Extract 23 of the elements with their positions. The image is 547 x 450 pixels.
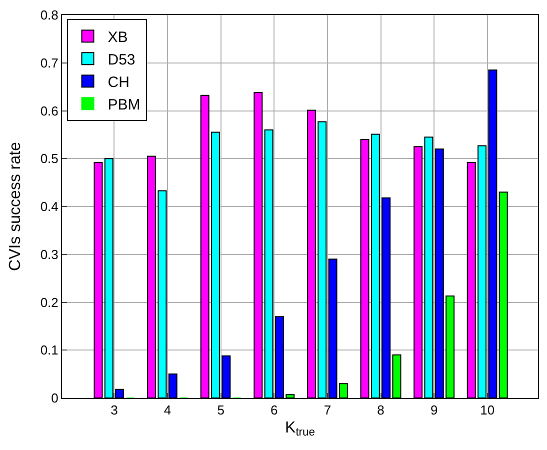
legend-label: XB xyxy=(108,28,128,46)
x-tick-label: 4 xyxy=(164,402,172,418)
y-tick-label: 0.4 xyxy=(40,199,58,214)
y-axis-title: CVIs success rate xyxy=(7,142,24,271)
y-tick-label: 0.8 xyxy=(40,8,58,23)
y-tick-label: 0.3 xyxy=(40,246,58,262)
legend-label: PBM xyxy=(108,96,140,114)
y-tick-label: 0.1 xyxy=(40,342,58,358)
legend-label: CH xyxy=(108,74,130,91)
x-tick-label: 7 xyxy=(324,402,332,418)
x-tick-label: 9 xyxy=(430,402,438,418)
legend-label: D53 xyxy=(108,51,136,68)
y-tick-label: 0.6 xyxy=(40,103,58,118)
x-tick-label: 10 xyxy=(480,402,495,418)
y-tick-label: 0.5 xyxy=(40,151,58,166)
x-tick-label: 8 xyxy=(377,402,384,418)
x-tick-label: 3 xyxy=(110,402,118,418)
x-tick-label: 6 xyxy=(270,402,278,418)
y-tick-label: 0.7 xyxy=(40,55,58,70)
x-axis-title: K$_{true}$ xyxy=(285,419,315,439)
y-tick-label: 0 xyxy=(51,390,58,406)
y-tick-label: 0.2 xyxy=(40,294,58,310)
x-tick-label: 5 xyxy=(217,402,224,418)
